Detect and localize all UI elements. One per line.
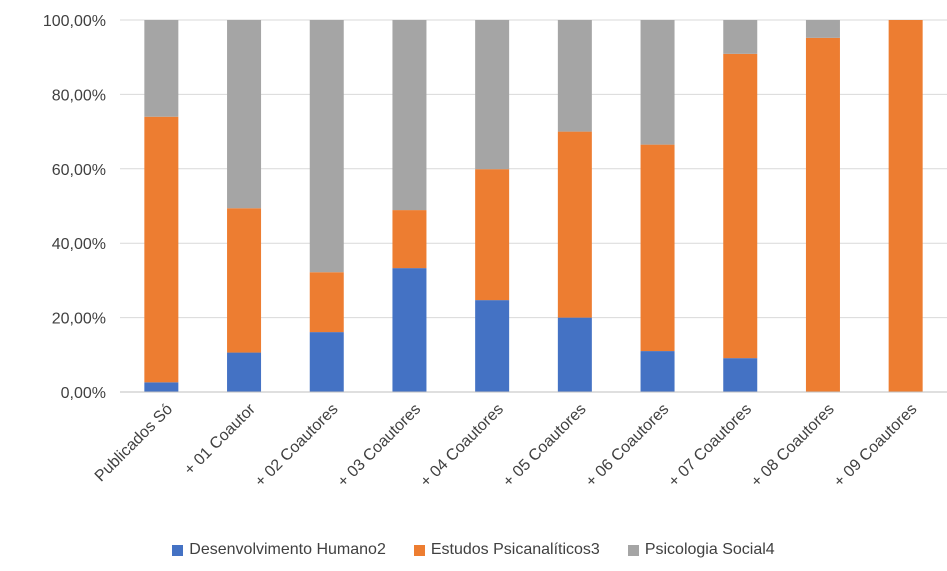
bar-segment <box>640 351 675 392</box>
bar-segment <box>309 20 344 273</box>
bars <box>144 20 923 393</box>
bar-segment <box>475 300 510 392</box>
y-tick-label: 100,00% <box>43 13 106 30</box>
bar-segment <box>309 272 344 333</box>
bar-segment <box>805 20 840 38</box>
y-tick-label: 20,00% <box>52 311 106 328</box>
bar-segment <box>557 20 592 132</box>
bar-segment <box>227 208 262 353</box>
bar-segment <box>475 20 510 170</box>
bar-segment <box>640 20 675 145</box>
bar-segment <box>723 53 758 359</box>
legend-label-desenvolvimento-humano: Desenvolvimento Humano2 <box>189 541 386 558</box>
bar-segment <box>640 144 675 352</box>
bar-segment <box>144 20 179 117</box>
x-tick-label: + 03 Coautores <box>335 401 425 491</box>
y-axis-tick-labels: 0,00% 20,00% 40,00% 60,00% 80,00% 100,00% <box>43 13 106 402</box>
bar-segment <box>144 382 179 392</box>
legend-swatch-estudos-psicanaliticos <box>413 544 425 556</box>
bar-segment <box>557 317 592 392</box>
legend-item-estudos-psicanaliticos: Estudos Psicanalíticos3 <box>413 541 600 559</box>
x-tick-label: + 08 Coautores <box>748 401 838 491</box>
legend-item-desenvolvimento-humano: Desenvolvimento Humano2 <box>172 541 386 559</box>
y-tick-label: 0,00% <box>61 385 106 402</box>
legend-label-psicologia-social: Psicologia Social4 <box>644 541 775 558</box>
x-tick-label: + 04 Coautores <box>417 401 507 491</box>
y-tick-label: 80,00% <box>52 87 106 104</box>
legend-swatch-desenvolvimento-humano <box>172 544 184 556</box>
x-tick-label: + 05 Coautores <box>500 401 590 491</box>
bar-segment <box>392 210 427 269</box>
x-tick-label: + 07 Coautores <box>665 401 755 491</box>
bar-segment <box>475 169 510 301</box>
bar-segment <box>227 352 262 392</box>
x-axis-tick-labels: Publicados Só + 01 Coautor+ 02 Coautores+… <box>92 400 921 490</box>
bar-segment <box>309 332 344 392</box>
x-tick-label: + 02 Coautores <box>252 401 342 491</box>
y-tick-label: 40,00% <box>52 236 106 253</box>
bar-segment <box>723 20 758 54</box>
x-tick-label: Publicados Só <box>92 401 176 485</box>
legend-swatch-psicologia-social <box>627 544 639 556</box>
bar-segment <box>557 131 592 318</box>
x-tick-label: + 06 Coautores <box>583 401 673 491</box>
legend: Desenvolvimento Humano2 Estudos Psicanal… <box>0 536 947 564</box>
legend-label-estudos-psicanaliticos: Estudos Psicanalíticos3 <box>430 541 600 558</box>
bar-segment <box>805 37 840 393</box>
x-tick-label: + 01 Coautor <box>181 400 259 478</box>
x-tick-label: + 09 Coautores <box>831 401 921 491</box>
bar-segment <box>227 20 262 209</box>
bar-segment <box>392 268 427 392</box>
bar-segment <box>723 358 758 392</box>
legend-item-psicologia-social: Psicologia Social4 <box>627 541 775 559</box>
bar-segment <box>144 116 179 383</box>
bar-segment <box>392 20 427 211</box>
y-tick-label: 60,00% <box>52 162 106 179</box>
bar-segment <box>888 20 923 392</box>
